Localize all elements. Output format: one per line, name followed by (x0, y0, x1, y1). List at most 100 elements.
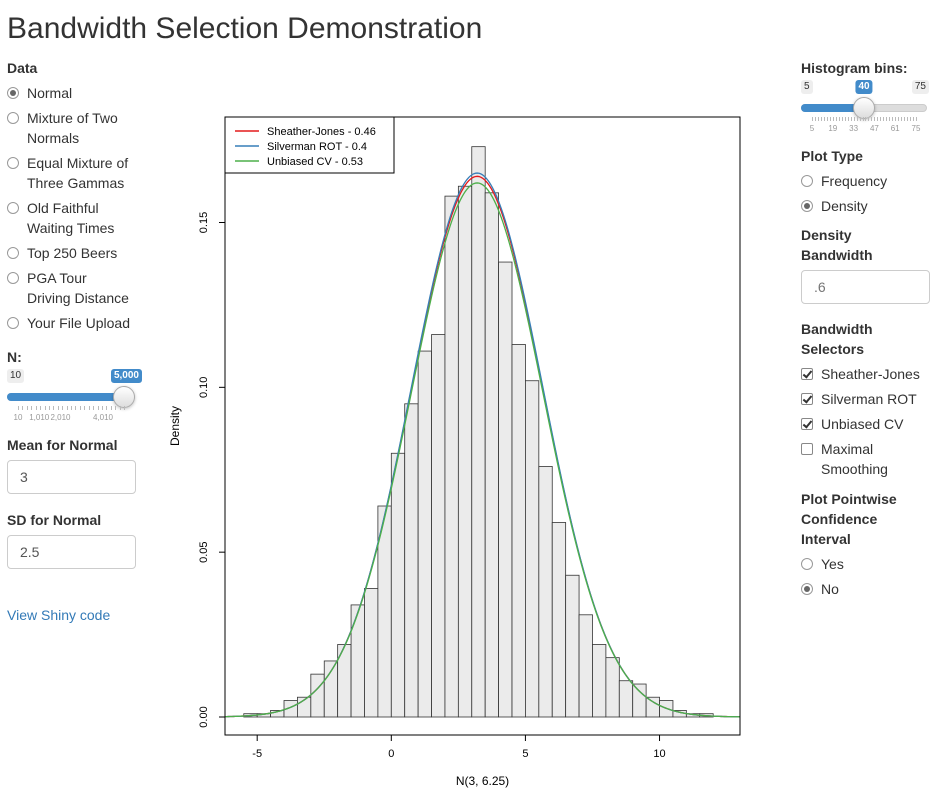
bandwidth-selectors-label: Bandwidth Selectors (801, 319, 941, 359)
histogram-bar (310, 673, 325, 718)
radio-button-icon[interactable] (801, 558, 813, 570)
bandwidth-selector-text: Silverman ROT (821, 391, 917, 407)
pointwise-ci-option-label: No (821, 579, 839, 599)
histogram-bar (484, 192, 499, 718)
left-sidebar: Data Normal Mixture of Two Normals Equal Mi… (7, 58, 157, 623)
pointwise-ci-label-line-3: Interval (801, 531, 851, 547)
slider-tick (898, 117, 900, 121)
pointwise-ci-option[interactable]: No (801, 579, 941, 599)
radio-button-icon[interactable] (7, 247, 19, 259)
slider-tick (865, 117, 867, 121)
pointwise-ci-label: Plot Pointwise Confidence Interval (801, 489, 941, 549)
data-option[interactable]: Top 250 Beers (7, 243, 157, 263)
slider-tick-label: 61 (890, 124, 900, 133)
radio-button-icon[interactable] (7, 87, 19, 99)
radio-button-icon[interactable] (801, 175, 813, 187)
histogram-bar (645, 696, 660, 718)
bandwidth-selector-option[interactable]: Unbiased CV (801, 414, 941, 434)
bandwidth-selector-option[interactable]: Maximal Smoothing (801, 439, 941, 479)
radio-button-icon[interactable] (801, 200, 813, 212)
bins-slider-min: 5 (801, 80, 813, 94)
data-option-label: Equal Mixture of Three Gammas (27, 153, 128, 193)
slider-tick-label: 19 (828, 124, 838, 133)
bandwidth-selector-option[interactable]: Silverman ROT (801, 389, 941, 409)
bandwidth-selector-text: Maximal (821, 441, 874, 457)
bins-slider-ticks (801, 117, 927, 123)
radio-button-icon[interactable] (7, 272, 19, 284)
data-option-label: PGA Tour Driving Distance (27, 268, 129, 308)
slider-tick (841, 117, 843, 121)
radio-button-icon[interactable] (7, 202, 19, 214)
y-tick-label: 0.10 (198, 377, 210, 398)
x-tick-label: 0 (388, 748, 394, 760)
plot-type-option-text: Density (821, 198, 868, 214)
data-option[interactable]: PGA Tour Driving Distance (7, 268, 157, 308)
plot-frame (224, 116, 741, 736)
slider-tick (101, 406, 103, 410)
radio-button-icon[interactable] (7, 112, 19, 124)
sd-input[interactable] (7, 535, 136, 569)
slider-tick (901, 117, 903, 121)
data-option[interactable]: Your File Upload (7, 313, 157, 333)
slider-tick (66, 406, 68, 410)
density-curve (224, 182, 741, 718)
bins-slider-fill (801, 104, 864, 112)
bins-slider-handle[interactable] (853, 97, 875, 119)
radio-button-icon[interactable] (801, 583, 813, 595)
slider-tick (883, 117, 885, 121)
radio-button-icon[interactable] (7, 317, 19, 329)
x-tick-label: -5 (252, 748, 262, 760)
slider-tick (892, 117, 894, 121)
data-option[interactable]: Mixture of Two Normals (7, 108, 157, 148)
slider-tick (79, 406, 81, 410)
slider-tick (895, 117, 897, 121)
data-option[interactable]: Normal (7, 83, 157, 103)
slider-tick (880, 117, 882, 121)
bins-slider[interactable]: 5 75 40 5 19 33 47 61 75 (801, 80, 929, 133)
histogram-bar (417, 350, 432, 718)
mean-label: Mean for Normal (7, 437, 118, 453)
plot-type-option-label: Frequency (821, 171, 887, 191)
mean-input[interactable] (7, 460, 136, 494)
checkbox-icon[interactable] (801, 443, 813, 455)
slider-tick (847, 117, 849, 121)
plot-type-option-label: Density (821, 196, 868, 216)
histogram-bar (511, 344, 526, 718)
slider-tick (18, 406, 19, 410)
histogram-bar (578, 614, 593, 718)
checkbox-icon[interactable] (801, 418, 813, 430)
plot-type-option[interactable]: Density (801, 196, 941, 216)
slider-tick (853, 117, 855, 121)
n-slider-fill (7, 393, 124, 401)
view-shiny-code-link[interactable]: View Shiny code (7, 607, 111, 623)
y-axis-label: Density (168, 406, 182, 446)
slider-tick (48, 406, 50, 410)
bandwidth-selector-label: Silverman ROT (821, 389, 917, 409)
data-option[interactable]: Old Faithful Waiting Times (7, 198, 157, 238)
slider-tick (31, 406, 33, 410)
n-slider-handle[interactable] (113, 386, 135, 408)
slider-tick-label: 4,010 (92, 413, 113, 422)
slider-tick (26, 406, 28, 410)
data-option-text: Waiting Times (27, 220, 115, 236)
histogram-bar (565, 574, 580, 718)
checkbox-icon[interactable] (801, 368, 813, 380)
checkbox-icon[interactable] (801, 393, 813, 405)
n-slider[interactable]: 10 5,000 10 1,010 2,010 4,010 (7, 369, 142, 422)
data-option-label: Old Faithful Waiting Times (27, 198, 114, 238)
density-bandwidth-input[interactable] (801, 270, 930, 304)
density-histogram-chart: -5 0 5 10 0.00 0.05 0.10 0.15 Sheather-Jones - … (168, 116, 741, 788)
y-tick-label: 0.15 (198, 212, 210, 233)
slider-tick (823, 117, 825, 121)
data-option[interactable]: Equal Mixture of Three Gammas (7, 153, 157, 193)
bandwidth-selector-option[interactable]: Sheather-Jones (801, 364, 941, 384)
slider-tick-label: 5 (809, 124, 815, 133)
pointwise-ci-option[interactable]: Yes (801, 554, 941, 574)
plot-type-option[interactable]: Frequency (801, 171, 941, 191)
slider-tick (907, 117, 909, 121)
bandwidth-selector-text: Sheather-Jones (821, 366, 920, 382)
histogram-bar (323, 660, 339, 718)
radio-button-icon[interactable] (7, 157, 19, 169)
data-option-label: Top 250 Beers (27, 243, 117, 263)
slider-tick (75, 406, 77, 410)
